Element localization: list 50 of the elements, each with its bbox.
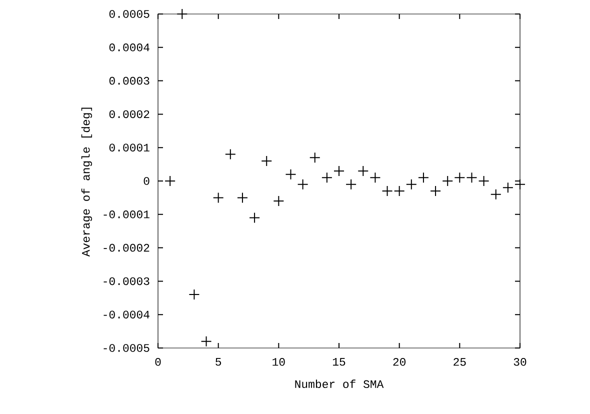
y-tick-label: -0.0004 — [104, 310, 150, 318]
point — [261, 155, 272, 166]
point — [188, 289, 200, 300]
point — [514, 178, 526, 190]
y-tick-label: 0.0005 — [109, 10, 150, 18]
x-tick-label: 20 — [393, 358, 406, 366]
point — [176, 8, 188, 20]
x-tick-label: 10 — [272, 358, 285, 366]
point — [249, 212, 260, 224]
x-tick-label: 30 — [514, 358, 526, 366]
x-tick-label: 25 — [454, 358, 466, 366]
point — [309, 152, 320, 164]
point — [490, 188, 502, 200]
point — [297, 178, 308, 190]
y-axis-title: Average of angle [deg] — [81, 108, 92, 257]
point — [370, 172, 381, 184]
point — [200, 336, 212, 347]
point — [346, 178, 357, 190]
point — [212, 192, 224, 204]
y-tick-label: 0.0004 — [109, 44, 150, 52]
point — [224, 148, 236, 160]
y-tick-label: -0.0001 — [104, 210, 150, 218]
y-tick-label: 0.0002 — [109, 110, 150, 118]
point — [454, 172, 466, 184]
point — [273, 196, 284, 207]
point — [334, 165, 345, 176]
point — [164, 176, 176, 186]
point — [406, 178, 417, 190]
point — [478, 176, 490, 186]
point — [382, 186, 393, 197]
y-tick-label: -0.0003 — [104, 277, 150, 286]
point — [502, 182, 514, 194]
point — [236, 192, 248, 204]
point — [321, 172, 332, 184]
x-axis-title: Number of SMA — [295, 380, 384, 388]
point — [394, 186, 405, 197]
point — [358, 165, 369, 176]
point — [442, 176, 454, 186]
y-tick-label: 0 — [144, 177, 150, 185]
y-tick-label: -0.0005 — [104, 344, 150, 352]
point — [418, 172, 429, 184]
point — [430, 186, 442, 197]
point — [466, 172, 478, 184]
x-tick-label: 0 — [155, 358, 161, 366]
y-tick-label: 0.0003 — [109, 76, 150, 85]
point — [285, 168, 296, 180]
y-tick-label: -0.0002 — [104, 244, 150, 252]
x-tick-label: 5 — [216, 358, 222, 366]
x-tick-label: 15 — [332, 358, 346, 366]
y-tick-label: 0.0001 — [109, 144, 150, 152]
